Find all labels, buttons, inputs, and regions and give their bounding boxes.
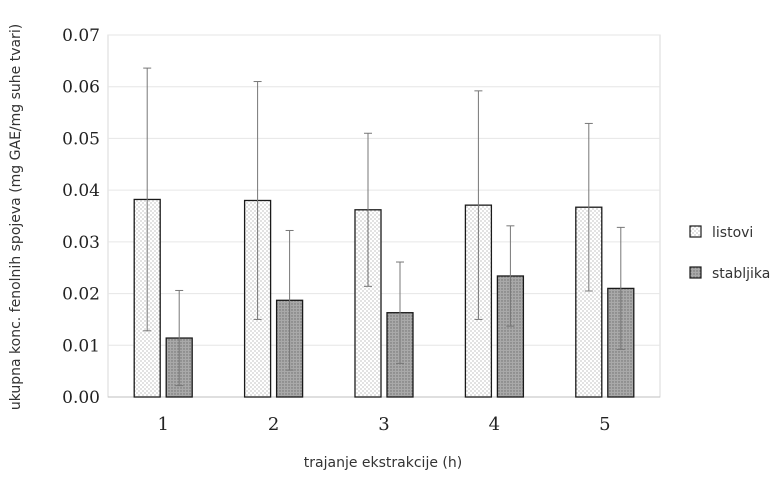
x-tick-label: 4 (489, 414, 500, 435)
bars (133, 67, 635, 398)
x-tick-label: 5 (599, 414, 610, 435)
x-axis-label: trajanje ekstrakcije (h) (304, 455, 462, 471)
y-tick-label: 0.04 (62, 181, 100, 201)
legend-swatch (689, 225, 702, 238)
legend: listovi stabljika (689, 225, 770, 282)
legend-swatch (689, 266, 702, 279)
legend-label: stabljika (712, 266, 770, 282)
y-tick-label: 0.00 (62, 388, 100, 408)
y-tick-label: 0.01 (62, 336, 100, 356)
y-tick-label: 0.06 (62, 78, 100, 98)
y-tick-label: 0.02 (62, 285, 100, 305)
y-tick-label: 0.05 (62, 129, 100, 149)
y-axis-label: ukupna konc. fenolnih spojeva (mg GAE/mg… (8, 24, 24, 410)
x-tick-label: 2 (268, 414, 279, 435)
y-tick-label: 0.07 (62, 26, 100, 46)
x-tick-label: 1 (157, 414, 168, 435)
y-tick-label: 0.03 (62, 233, 100, 253)
plot-area (107, 34, 661, 398)
plot-frame (107, 34, 661, 398)
legend-label: listovi (712, 225, 753, 241)
x-axis-ticks: 1 2 3 4 5 (157, 414, 610, 435)
y-axis-ticks: 0.00 0.01 0.02 0.03 0.04 0.05 0.06 0.07 (62, 26, 100, 408)
x-tick-label: 3 (378, 414, 389, 435)
